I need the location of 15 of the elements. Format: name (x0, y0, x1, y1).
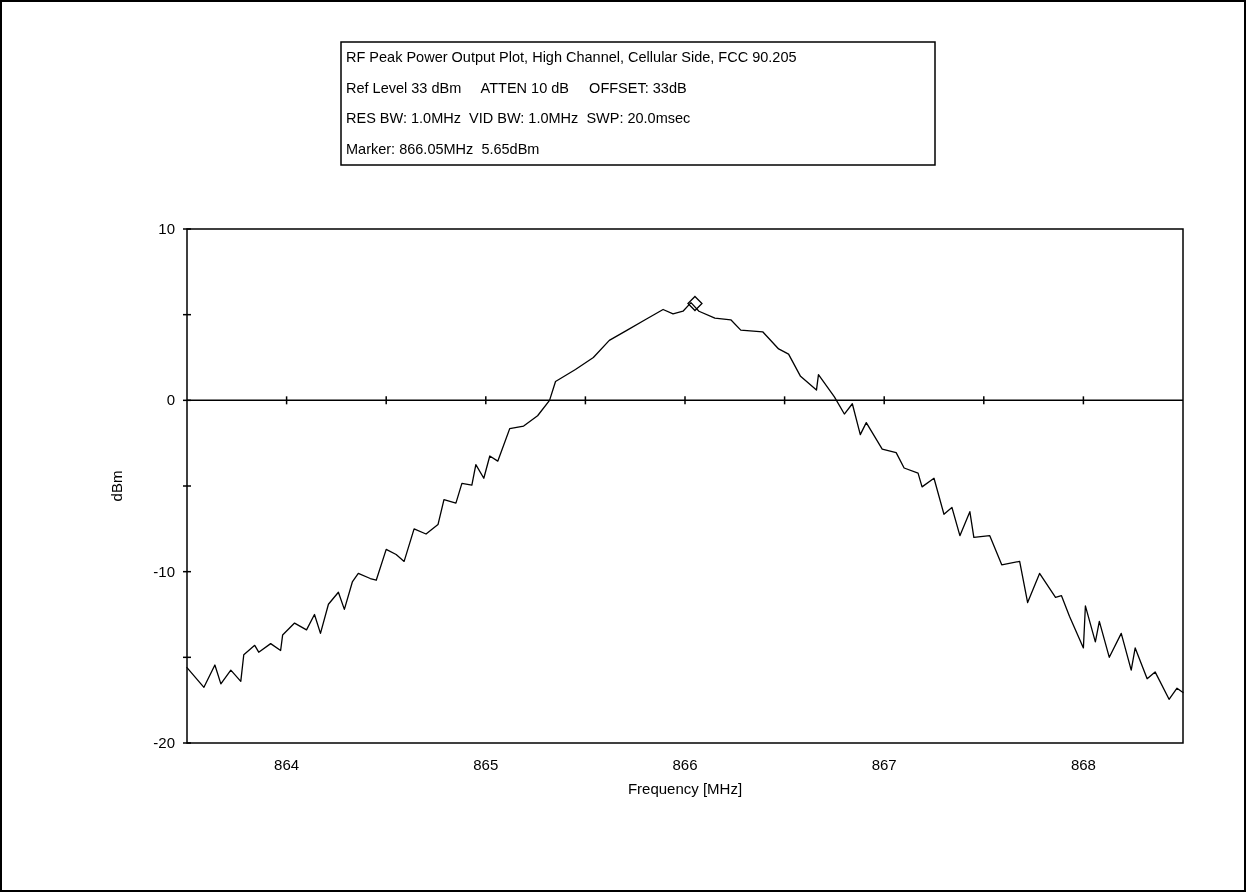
text: RES BW: 1.0MHz VID BW: 1.0MHz SWP: 20.0msec (346, 110, 691, 126)
y-tick-label: 10 (158, 220, 175, 237)
y-tick-label: 0 (166, 391, 175, 409)
text: Ref Level 33 dBm ATTEN 10 dB OFFSET: 33dB (346, 79, 687, 96)
x-axis-title: Frequency [MHz] (627, 780, 743, 797)
y-tick-label: -10 (153, 562, 175, 580)
text: Marker: 866.05MHz 5.65dBm (346, 140, 540, 157)
y-axis-title: dBm (108, 470, 125, 502)
x-tick-label: 864 (274, 756, 300, 773)
x-tick-label: 868 (1070, 756, 1096, 773)
y-tick-label: -20 (153, 734, 175, 751)
x-tick-label: 867 (871, 756, 897, 773)
x-tick-label: 866 (672, 756, 698, 773)
chart-title: RF Peak Power Output Plot, High Channel, Cellular Side, FCC 90.205 (346, 49, 797, 65)
x-tick-label: 865 (473, 756, 499, 773)
